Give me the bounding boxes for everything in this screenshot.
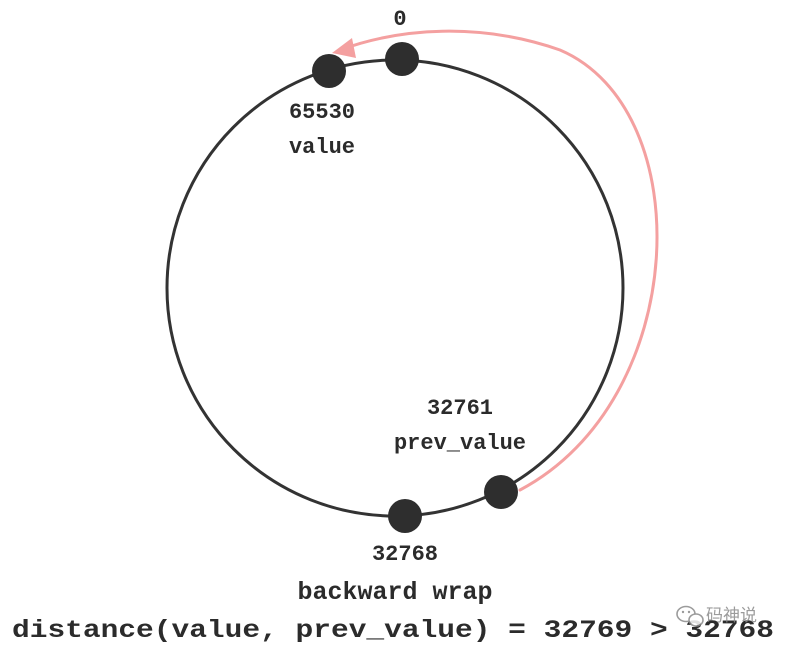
- node-midpoint: [388, 499, 422, 533]
- backward-wrap-arrow: [338, 29, 659, 492]
- caption-title: backward wrap: [297, 578, 492, 607]
- wechat-logo-icon: [676, 605, 704, 627]
- watermark-label: 码神说: [706, 606, 757, 626]
- watermark: 码神说: [676, 605, 757, 627]
- node-zero: [385, 42, 419, 76]
- label-prev-value-number: 32761: [427, 396, 493, 421]
- label-midpoint-number: 32768: [372, 542, 438, 567]
- label-value-name: value: [289, 135, 355, 160]
- node-prev-value: [484, 475, 518, 509]
- label-zero: 0: [393, 7, 406, 32]
- backward-wrap-arrowhead: [332, 38, 356, 58]
- label-prev-value-name: prev_value: [394, 431, 526, 456]
- label-value-number: 65530: [289, 100, 355, 125]
- node-value: [312, 54, 346, 88]
- caption-formula: distance(value, prev_value) = 32769 > 32…: [12, 616, 774, 645]
